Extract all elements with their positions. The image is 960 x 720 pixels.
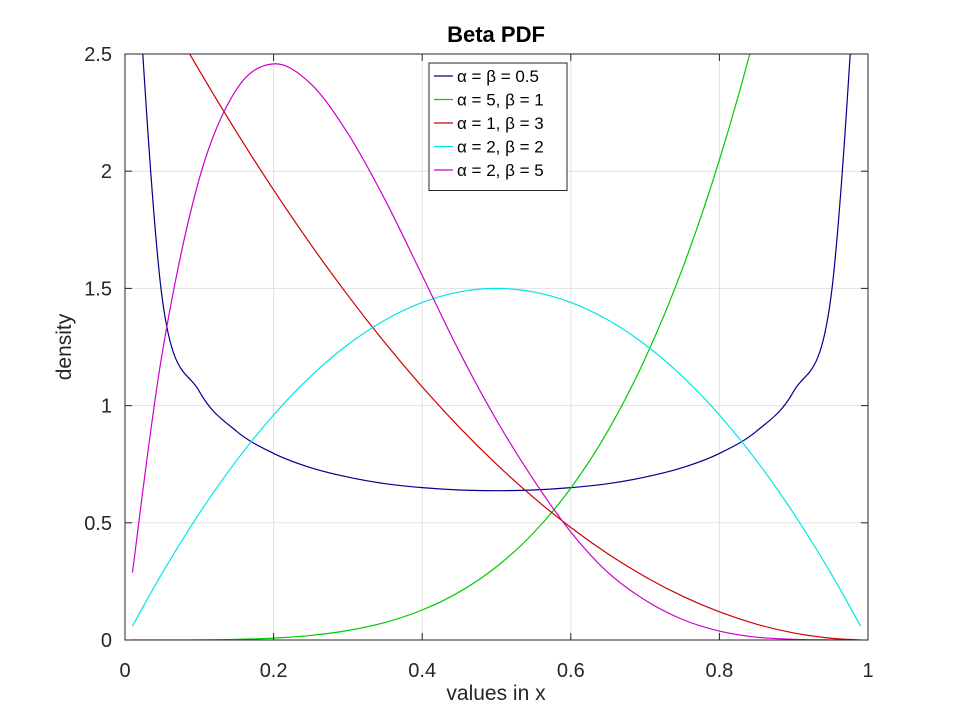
series-line-3 [131,287,862,627]
series-line-4 [131,63,861,640]
series-line-1 [132,54,751,640]
series-lines [131,54,862,640]
y-tick-label: 1 [101,396,112,418]
axis-ticks: 0 0.2 0.4 0.6 0.8 1 0 0.5 1 1.5 2 2.5 [84,44,873,682]
x-tick-label: 0.8 [705,660,733,682]
legend-label: α = 2, β = 5 [457,161,544,180]
x-axis-label: values in x [446,682,546,705]
series-line-2 [189,54,861,640]
y-tick-label: 2.5 [84,44,112,66]
x-tick-label: 0.4 [408,660,436,682]
series-line-0 [142,54,851,492]
legend-label: α = 5, β = 1 [457,91,544,110]
x-tick-label: 0.6 [557,660,585,682]
y-tick-label: 0.5 [84,513,112,535]
x-tick-label: 0 [119,660,130,682]
y-axis-label: density [53,313,76,380]
x-tick-label: 1 [862,660,873,682]
legend-label: α = 1, β = 3 [457,114,544,133]
legend-label: α = 2, β = 2 [457,138,544,157]
chart-title: Beta PDF [447,22,545,47]
plot-frame [124,53,869,641]
legend: α = β = 0.5 α = 5, β = 1 α = 1, β = 3 α = 2… [428,62,568,191]
legend-box [428,62,568,191]
y-tick-label: 2 [101,161,112,183]
x-tick-label: 0.2 [260,660,288,682]
y-tick-label: 0 [101,630,112,652]
y-tick-label: 1.5 [84,278,112,300]
legend-label: α = β = 0.5 [457,67,539,86]
